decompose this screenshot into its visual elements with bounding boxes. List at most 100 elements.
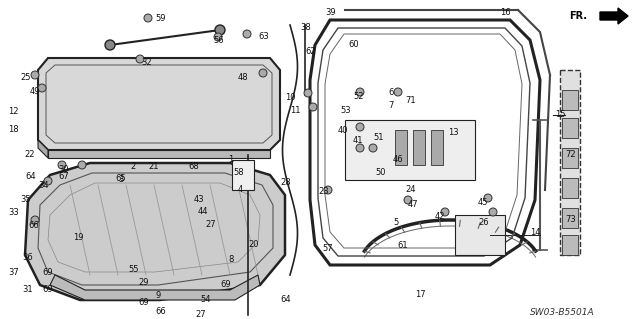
- Circle shape: [105, 40, 115, 50]
- Text: 65: 65: [115, 174, 125, 183]
- Text: 31: 31: [22, 285, 33, 294]
- Bar: [395, 130, 407, 165]
- Text: 60: 60: [348, 40, 358, 49]
- Text: 4: 4: [238, 185, 243, 194]
- Text: 22: 22: [24, 150, 35, 159]
- Circle shape: [136, 55, 144, 63]
- Text: 43: 43: [194, 195, 205, 204]
- Text: 30: 30: [58, 165, 68, 174]
- Text: SW03-B5501A: SW03-B5501A: [530, 308, 595, 317]
- Text: 9: 9: [155, 291, 160, 300]
- Text: 34: 34: [38, 181, 49, 190]
- Polygon shape: [560, 70, 580, 255]
- Circle shape: [31, 216, 39, 224]
- Text: 23: 23: [318, 187, 328, 196]
- Text: 53: 53: [340, 106, 351, 115]
- Text: 69: 69: [42, 285, 52, 294]
- Circle shape: [304, 89, 312, 97]
- Circle shape: [324, 186, 332, 194]
- Circle shape: [259, 69, 267, 77]
- Circle shape: [489, 208, 497, 216]
- Bar: [562, 208, 578, 228]
- Text: 69: 69: [220, 280, 230, 289]
- Text: 19: 19: [73, 233, 83, 242]
- Circle shape: [58, 161, 66, 169]
- Text: 73: 73: [565, 215, 576, 224]
- Text: 38: 38: [300, 23, 311, 32]
- Circle shape: [441, 208, 449, 216]
- Circle shape: [31, 71, 39, 79]
- Text: 25: 25: [20, 73, 31, 82]
- Text: 39: 39: [325, 8, 335, 17]
- Bar: [562, 118, 578, 138]
- Text: 64: 64: [280, 295, 291, 304]
- Text: 71: 71: [405, 96, 415, 105]
- Text: 72: 72: [565, 150, 575, 159]
- Text: 47: 47: [408, 200, 419, 209]
- Text: 55: 55: [128, 265, 138, 274]
- Text: 45: 45: [478, 198, 488, 207]
- Bar: [345, 120, 475, 180]
- Text: 18: 18: [8, 125, 19, 134]
- Circle shape: [78, 161, 86, 169]
- Text: 40: 40: [338, 126, 349, 135]
- Text: 13: 13: [448, 128, 459, 137]
- Text: 12: 12: [8, 107, 19, 116]
- Text: 33: 33: [8, 208, 19, 217]
- Bar: [431, 130, 443, 165]
- Text: 61: 61: [397, 241, 408, 250]
- Bar: [562, 148, 578, 168]
- Circle shape: [369, 144, 377, 152]
- Text: 16: 16: [500, 8, 511, 17]
- Text: 54: 54: [200, 295, 211, 304]
- Text: 48: 48: [238, 73, 248, 82]
- Text: 20: 20: [248, 240, 259, 249]
- Text: 42: 42: [435, 212, 445, 221]
- Bar: [232, 160, 254, 190]
- Text: 11: 11: [290, 106, 301, 115]
- Text: 27: 27: [195, 310, 205, 319]
- Text: 62: 62: [305, 47, 316, 56]
- Polygon shape: [48, 150, 270, 158]
- Text: 68: 68: [188, 162, 199, 171]
- Text: 2: 2: [130, 162, 135, 171]
- Circle shape: [484, 194, 492, 202]
- Text: 27: 27: [205, 220, 216, 229]
- Text: 35: 35: [20, 195, 31, 204]
- Text: 63: 63: [258, 32, 269, 41]
- Text: 17: 17: [415, 290, 426, 299]
- Polygon shape: [600, 8, 628, 24]
- Text: 15: 15: [555, 110, 566, 119]
- Text: 32: 32: [141, 58, 152, 67]
- Polygon shape: [50, 275, 260, 300]
- Text: 5: 5: [393, 218, 398, 227]
- Text: 29: 29: [138, 278, 148, 287]
- Circle shape: [309, 103, 317, 111]
- Text: 58: 58: [233, 168, 244, 177]
- Bar: [455, 215, 505, 255]
- Text: 10: 10: [285, 93, 296, 102]
- Text: 69: 69: [138, 298, 148, 307]
- Circle shape: [144, 14, 152, 22]
- Text: 57: 57: [322, 244, 333, 253]
- Text: 36: 36: [22, 253, 33, 262]
- Text: 51: 51: [373, 133, 383, 142]
- Polygon shape: [38, 58, 280, 150]
- Polygon shape: [25, 163, 285, 300]
- Text: 6: 6: [388, 88, 394, 97]
- Text: 67: 67: [58, 172, 68, 181]
- Text: 24: 24: [405, 185, 415, 194]
- Text: 69: 69: [42, 268, 52, 277]
- Text: 66: 66: [155, 307, 166, 316]
- Text: 26: 26: [478, 218, 488, 227]
- Text: 50: 50: [375, 168, 385, 177]
- Text: 3: 3: [118, 175, 124, 184]
- Text: 14: 14: [530, 228, 541, 237]
- Text: FR.: FR.: [569, 11, 587, 21]
- Text: 56: 56: [213, 36, 223, 45]
- Circle shape: [44, 177, 52, 185]
- Text: 8: 8: [228, 255, 234, 264]
- Text: 1: 1: [228, 155, 233, 164]
- Text: 52: 52: [353, 92, 364, 101]
- Bar: [562, 235, 578, 255]
